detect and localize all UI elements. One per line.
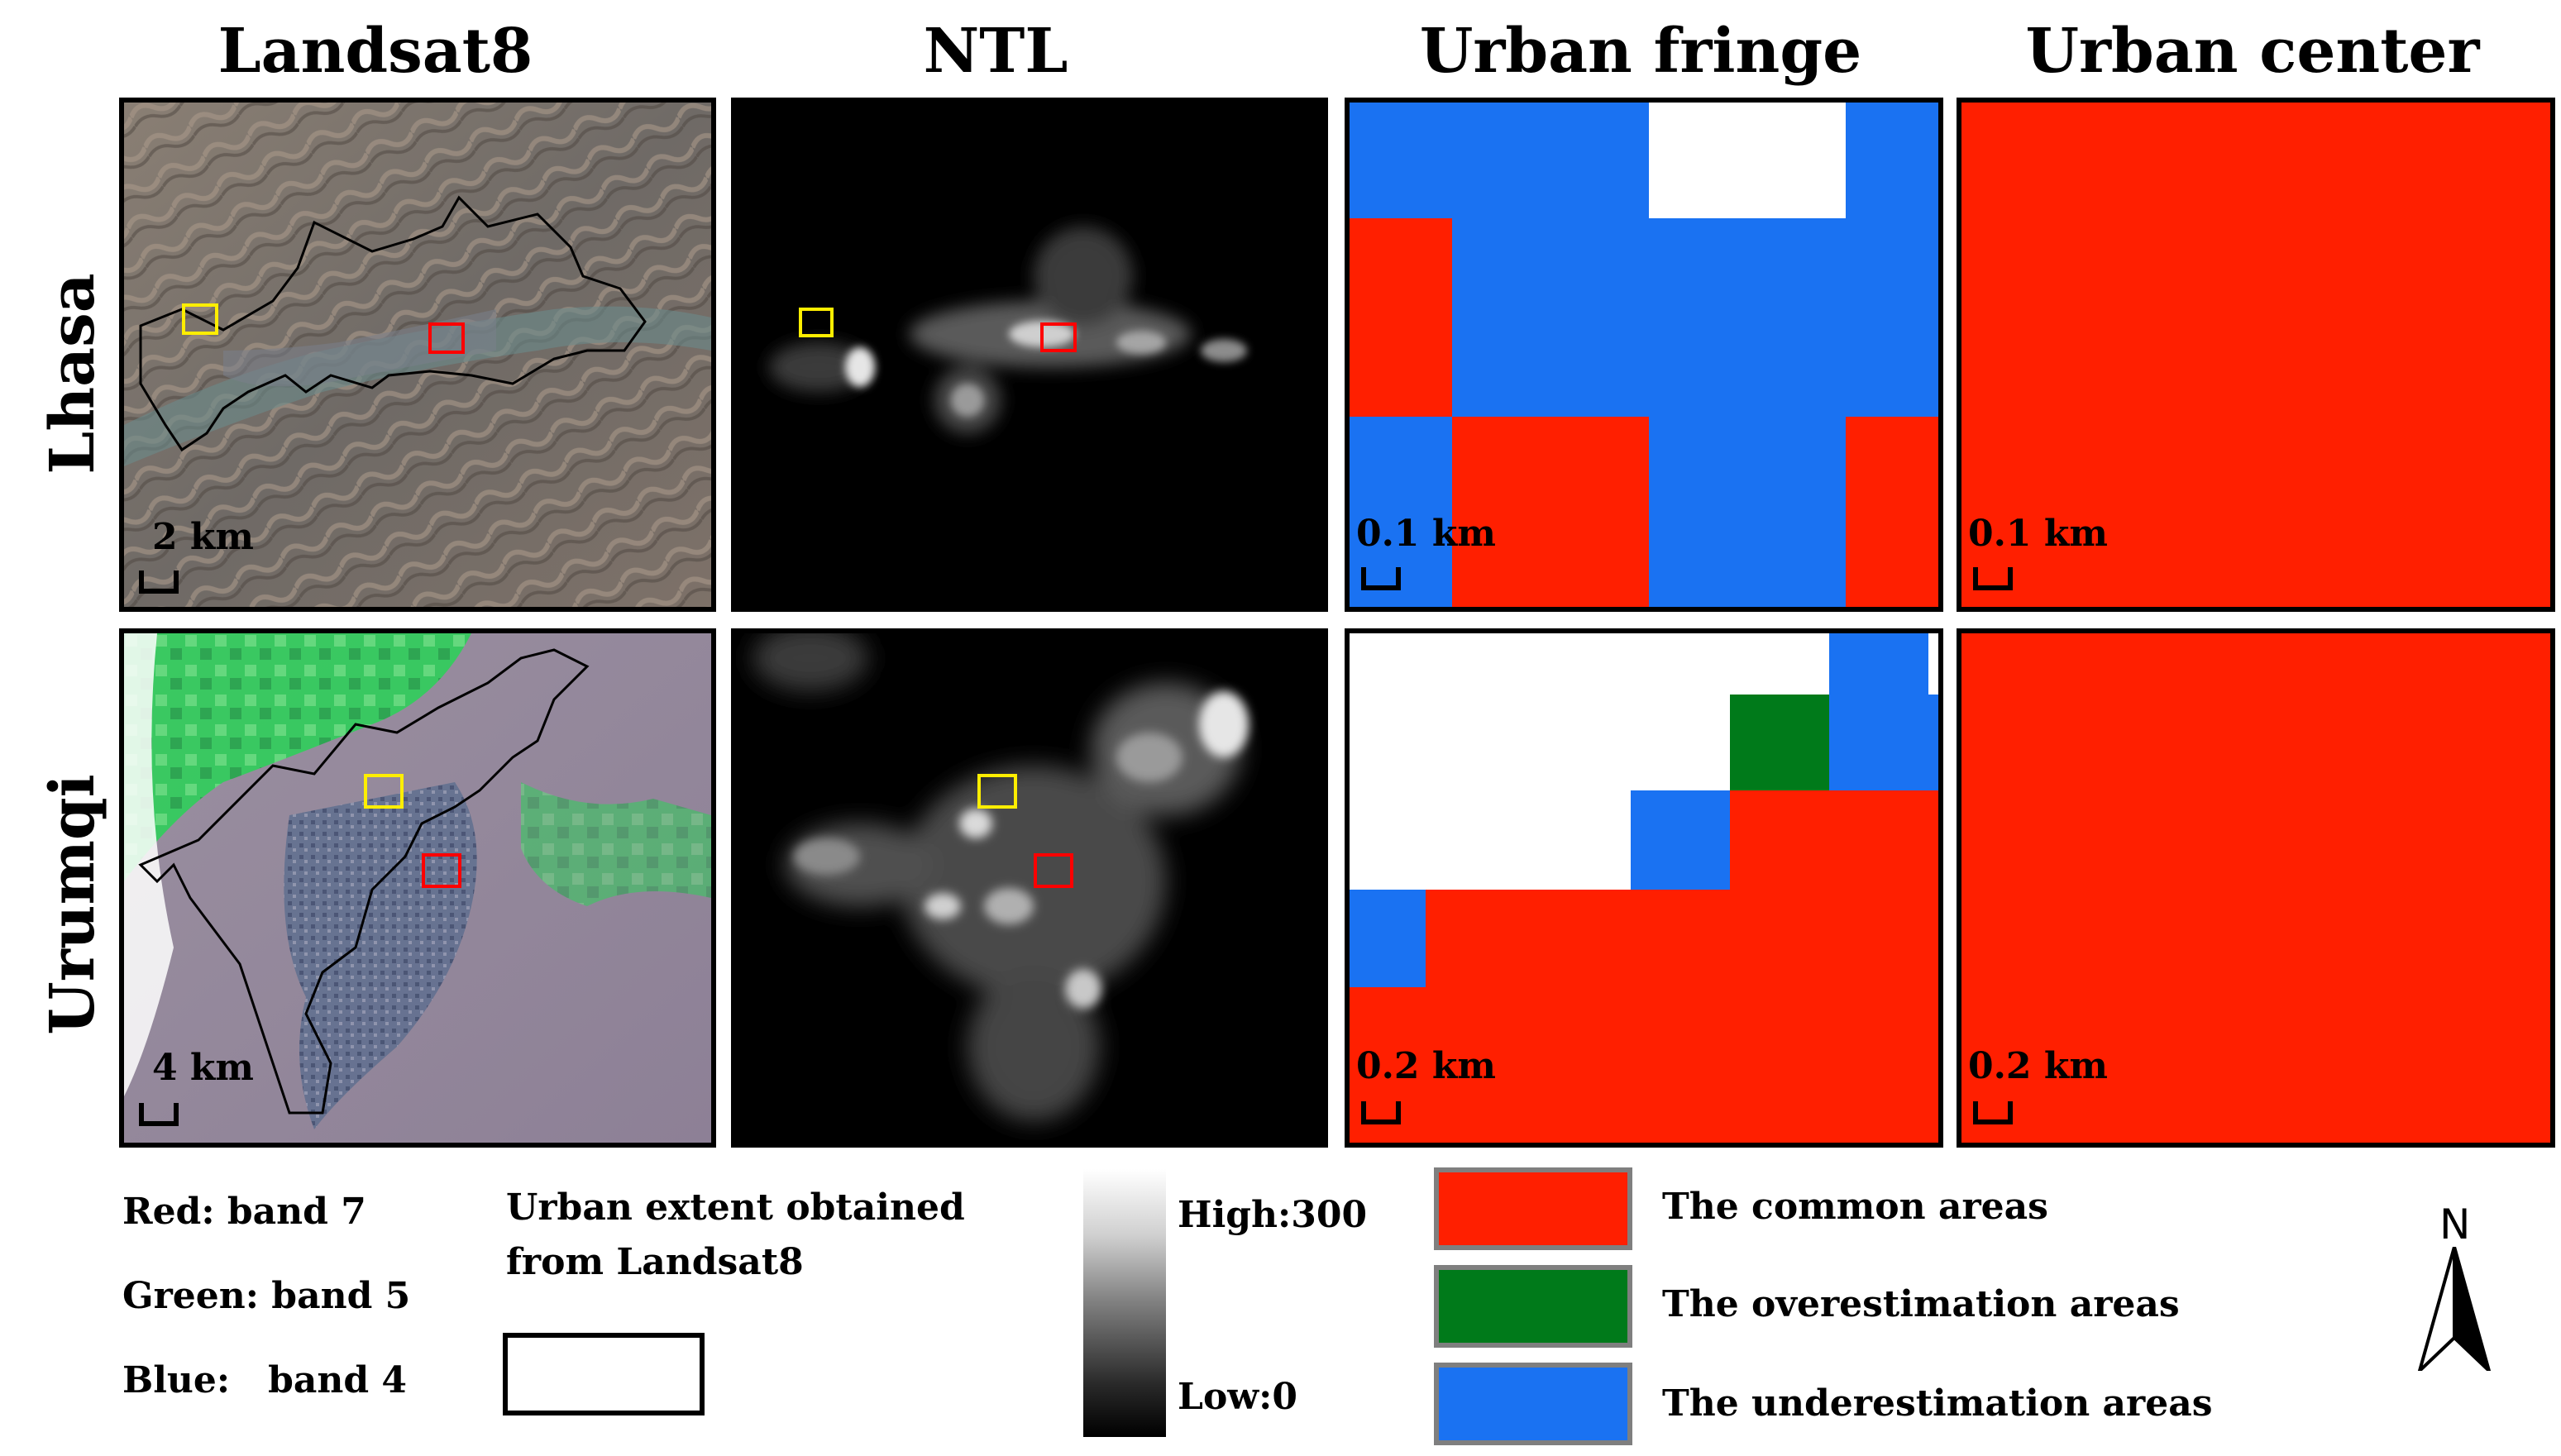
lhasa-center-scale-bar: [1973, 567, 2013, 590]
urumqi-fringe-scale-text: 0.2 km: [1356, 1045, 1496, 1087]
legend-urban-extent-swatch: [503, 1333, 705, 1415]
north-arrow-icon: [2417, 1247, 2492, 1371]
column-header-urban-center: Urban center: [2025, 16, 2480, 87]
legend-band-red: Red: band 7: [122, 1191, 366, 1233]
urumqi-landsat-scale-bar: [139, 1103, 179, 1126]
lhasa-urban-center-map: 0.1 km: [1957, 98, 2555, 612]
lhasa-fringe-scale-text: 0.1 km: [1356, 513, 1496, 555]
lhasa-landsat-scale-bar: [139, 570, 179, 594]
row-label-lhasa: Lhasa: [37, 273, 108, 475]
legend-under-label: The underestimation areas: [1662, 1382, 2213, 1425]
legend-under-swatch: [1434, 1363, 1632, 1445]
ntl-colorbar: [1083, 1169, 1166, 1437]
legend-common-swatch: [1434, 1167, 1632, 1250]
urumqi-landsat-scale-text: 4 km: [152, 1047, 254, 1089]
ntl-high-label: High:300: [1178, 1194, 1368, 1236]
urumqi-center-scale-bar: [1973, 1101, 2013, 1124]
row-label-urumqi: Urumqi: [37, 774, 108, 1035]
urumqi-ntl-map: [731, 628, 1328, 1148]
legend-common-label: The common areas: [1662, 1186, 2048, 1228]
urumqi-urban-extent-outline: [138, 648, 590, 1115]
lhasa-fringe-sample-box: [182, 303, 218, 335]
column-header-urban-fringe: Urban fringe: [1419, 16, 1862, 87]
lhasa-center-scale-text: 0.1 km: [1968, 513, 2108, 555]
urumqi-fringe-sample-box: [364, 774, 404, 809]
urumqi-center-sample-box: [422, 853, 461, 888]
lhasa-fringe-scale-bar: [1361, 567, 1401, 590]
lhasa-ntl-fringe-sample-box: [799, 308, 834, 337]
urumqi-ntl-center-sample-box: [1034, 853, 1073, 888]
legend-band-blue: Blue: band 4: [122, 1359, 408, 1401]
legend-band-green: Green: band 5: [122, 1275, 411, 1317]
lhasa-urban-extent-outline: [139, 195, 647, 452]
urumqi-ntl-fringe-sample-box: [977, 774, 1017, 809]
lhasa-landsat-map: 2 km: [119, 98, 716, 612]
lhasa-center-sample-box: [428, 322, 465, 354]
urumqi-landsat-map: 4 km: [119, 628, 716, 1148]
legend-over-swatch: [1434, 1265, 1632, 1348]
urumqi-urban-center-map: 0.2 km: [1957, 628, 2555, 1148]
column-header-landsat8: Landsat8: [217, 16, 533, 87]
ntl-low-label: Low:0: [1178, 1376, 1298, 1418]
legend-urban-extent-label: Urban extent obtained from Landsat8: [506, 1186, 965, 1283]
column-header-ntl: NTL: [923, 16, 1068, 87]
urumqi-fringe-scale-bar: [1361, 1101, 1401, 1124]
urumqi-urban-fringe-map: 0.2 km: [1345, 628, 1943, 1148]
lhasa-ntl-map: [731, 98, 1328, 612]
north-label: N: [2439, 1201, 2471, 1248]
legend-over-label: The overestimation areas: [1662, 1283, 2180, 1325]
lhasa-landsat-scale-text: 2 km: [152, 516, 254, 558]
urumqi-center-scale-text: 0.2 km: [1968, 1045, 2108, 1087]
lhasa-ntl-center-sample-box: [1040, 322, 1077, 352]
lhasa-urban-fringe-map: 0.1 km: [1345, 98, 1943, 612]
